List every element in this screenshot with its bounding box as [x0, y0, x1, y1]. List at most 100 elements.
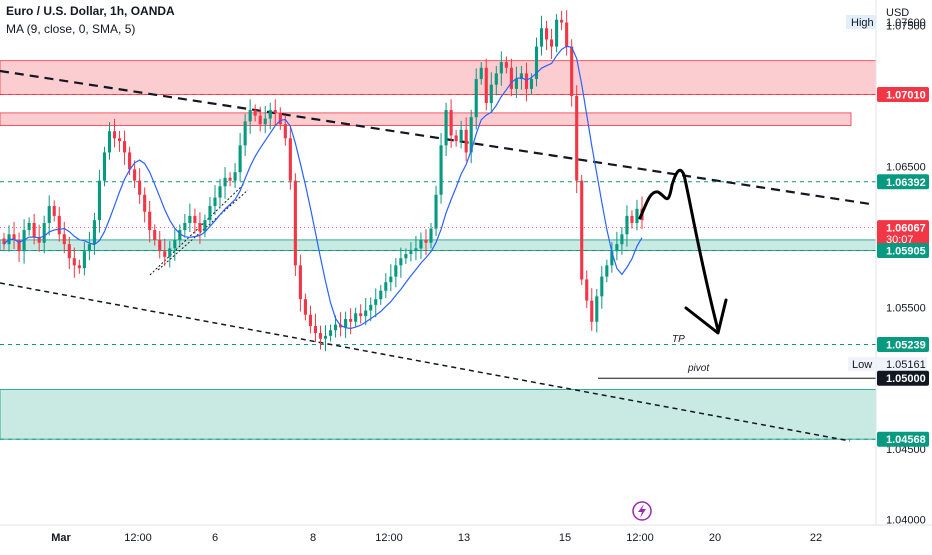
candle[interactable]	[253, 104, 257, 122]
candle[interactable]	[399, 247, 403, 278]
candle[interactable]	[27, 217, 31, 236]
candle[interactable]	[610, 242, 614, 273]
candle[interactable]	[539, 15, 544, 56]
price-tag-green[interactable]: 1.05905	[877, 243, 929, 259]
candle[interactable]	[308, 305, 312, 334]
price-tag-green[interactable]: 1.05239	[877, 336, 929, 352]
candle[interactable]	[243, 114, 247, 157]
candle[interactable]	[544, 20, 549, 51]
indicator-legend[interactable]: MA (9, close, 0, SMA, 5)	[6, 22, 136, 36]
candle[interactable]	[97, 169, 102, 233]
candle[interactable]	[469, 109, 473, 164]
candle[interactable]	[107, 122, 112, 160]
candle[interactable]	[414, 235, 418, 261]
candle[interactable]	[344, 311, 348, 339]
candle[interactable]	[62, 221, 66, 254]
candle[interactable]	[117, 130, 122, 152]
candle[interactable]	[328, 324, 333, 342]
resistance-zone[interactable]	[0, 60, 877, 95]
candle[interactable]	[615, 231, 619, 261]
candle[interactable]	[630, 210, 634, 229]
candle[interactable]	[153, 224, 157, 246]
candle[interactable]	[203, 214, 207, 238]
candle[interactable]	[590, 288, 594, 331]
candle[interactable]	[555, 14, 559, 53]
candle[interactable]	[193, 208, 197, 234]
candle[interactable]	[635, 199, 639, 231]
candle[interactable]	[570, 39, 574, 107]
price-tag-black[interactable]: 1.05000	[877, 370, 929, 386]
candle[interactable]	[138, 168, 142, 204]
candle[interactable]	[364, 298, 368, 326]
candle[interactable]	[233, 163, 237, 188]
price-tag-last[interactable]: 1.06067	[877, 220, 929, 236]
candle[interactable]	[429, 222, 433, 249]
candle[interactable]	[509, 58, 513, 97]
candle[interactable]	[419, 232, 423, 260]
candle[interactable]	[379, 285, 383, 305]
candle[interactable]	[102, 146, 107, 187]
candle[interactable]	[359, 304, 363, 324]
candle[interactable]	[218, 178, 222, 209]
candle[interactable]	[394, 257, 398, 288]
price-tag-green[interactable]: 1.06392	[877, 174, 929, 190]
candle[interactable]	[439, 132, 443, 204]
candle[interactable]	[484, 58, 488, 111]
candle[interactable]	[258, 106, 262, 132]
candle[interactable]	[158, 230, 162, 259]
high-marker[interactable]: High 1.07600	[846, 15, 926, 29]
event-lightning-icon[interactable]	[632, 501, 652, 521]
candle[interactable]	[318, 325, 323, 350]
candle[interactable]	[133, 160, 137, 188]
candle[interactable]	[77, 259, 81, 274]
candle[interactable]	[198, 212, 202, 244]
candle[interactable]	[504, 56, 508, 74]
candle[interactable]	[87, 231, 91, 261]
candle[interactable]	[163, 238, 167, 266]
candle[interactable]	[323, 325, 328, 352]
candle[interactable]	[404, 248, 408, 264]
candle[interactable]	[494, 66, 498, 96]
candle[interactable]	[173, 229, 177, 261]
candle[interactable]	[82, 242, 86, 276]
candle[interactable]	[374, 288, 378, 318]
candle[interactable]	[499, 51, 503, 86]
low-marker[interactable]: Low 1.05161	[848, 357, 927, 371]
candle[interactable]	[313, 313, 318, 343]
candle[interactable]	[489, 72, 493, 113]
candle[interactable]	[595, 289, 599, 333]
projection-drawing[interactable]	[638, 168, 720, 332]
candle[interactable]	[112, 118, 117, 148]
channel-line[interactable]	[157, 189, 249, 271]
candle[interactable]	[143, 187, 147, 223]
candle[interactable]	[303, 293, 307, 321]
candle[interactable]	[298, 254, 302, 312]
candle[interactable]	[454, 129, 458, 147]
candle[interactable]	[369, 297, 373, 322]
candle[interactable]	[42, 215, 46, 254]
candle[interactable]	[178, 224, 182, 246]
candle[interactable]	[605, 259, 609, 283]
candle[interactable]	[288, 125, 292, 190]
candle[interactable]	[384, 273, 388, 299]
candle[interactable]	[474, 68, 478, 130]
candle[interactable]	[620, 226, 624, 255]
candle[interactable]	[238, 132, 242, 182]
candle[interactable]	[434, 185, 438, 236]
candle[interactable]	[263, 106, 267, 134]
candle[interactable]	[268, 102, 272, 130]
candle[interactable]	[47, 195, 51, 236]
candle[interactable]	[273, 99, 277, 126]
candle[interactable]	[524, 62, 529, 102]
candle[interactable]	[12, 221, 16, 249]
candle[interactable]	[72, 247, 76, 278]
candle[interactable]	[248, 99, 252, 134]
candle[interactable]	[550, 28, 554, 59]
candle[interactable]	[213, 185, 217, 216]
candle[interactable]	[409, 242, 413, 262]
lower-trendline[interactable]	[0, 282, 851, 442]
candle[interactable]	[565, 10, 569, 56]
moving-average-line[interactable]	[3, 45, 643, 330]
candle[interactable]	[168, 241, 172, 268]
